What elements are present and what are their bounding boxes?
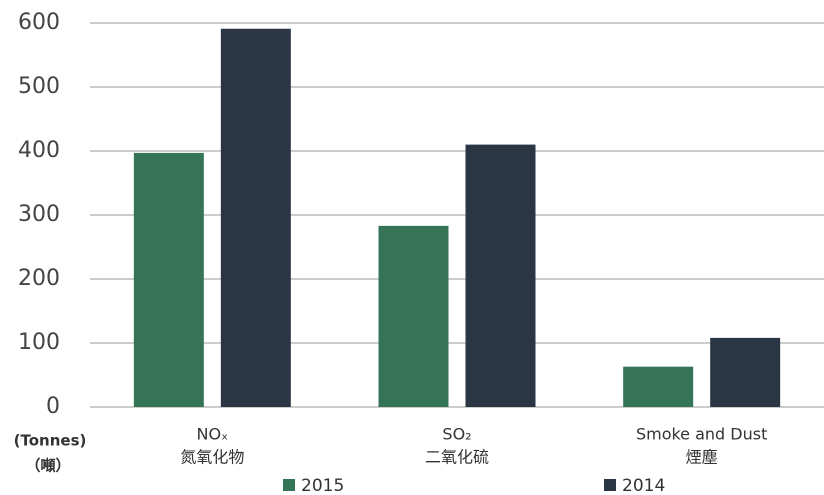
x-tick-label: Smoke and Dust <box>636 425 767 444</box>
y-axis-label: (Tonnes) <box>14 432 87 450</box>
bar <box>710 337 781 407</box>
y-tick-label: 600 <box>18 10 60 35</box>
legend-swatch <box>604 479 616 491</box>
legend-label: 2015 <box>301 476 344 495</box>
y-tick-label: 300 <box>18 202 60 227</box>
x-tick-sublabel: 二氧化硫 <box>425 448 489 467</box>
y-tick-label: 500 <box>18 74 60 99</box>
y-axis-label-zh: （噸） <box>25 457 70 475</box>
bar <box>465 144 536 407</box>
bar <box>378 225 449 407</box>
x-tick-sublabel: 氮氧化物 <box>180 448 244 467</box>
bar <box>220 28 291 407</box>
legend-label: 2014 <box>622 476 665 495</box>
y-tick-label: 0 <box>46 394 60 419</box>
y-tick-label: 400 <box>18 138 60 163</box>
legend-swatch <box>283 479 295 491</box>
x-tick-label: SO₂ <box>442 425 471 444</box>
y-tick-label: 100 <box>18 330 60 355</box>
bar <box>623 366 694 407</box>
x-tick-label: NOₓ <box>196 425 228 444</box>
y-tick-label: 200 <box>18 266 60 291</box>
x-tick-sublabel: 煙塵 <box>686 448 718 467</box>
bar <box>133 152 204 407</box>
